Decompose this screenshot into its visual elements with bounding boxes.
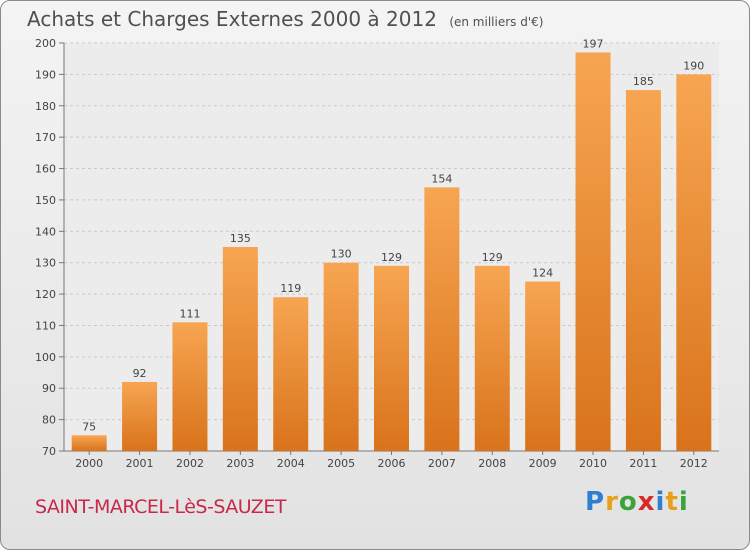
x-tick-label: 2002 xyxy=(176,457,204,470)
y-tick-label: 120 xyxy=(35,288,56,301)
y-tick-label: 90 xyxy=(42,382,56,395)
x-tick-label: 2000 xyxy=(75,457,103,470)
logo-letter: i xyxy=(678,487,689,517)
y-tick-label: 70 xyxy=(42,445,56,458)
bar-value-label: 75 xyxy=(82,420,96,433)
y-tick-label: 150 xyxy=(35,194,56,207)
x-tick-label: 2012 xyxy=(680,457,708,470)
bar-value-label: 124 xyxy=(532,267,553,280)
logo-letter: i xyxy=(655,487,666,517)
chart-title-text: Achats et Charges Externes 2000 à 2012 xyxy=(27,7,437,31)
bar xyxy=(474,265,510,451)
logo-letter: r xyxy=(605,487,619,517)
bar xyxy=(374,265,409,451)
y-tick-label: 100 xyxy=(35,351,56,364)
bar xyxy=(323,262,359,451)
x-tick-label: 2007 xyxy=(428,457,456,470)
y-tick-label: 190 xyxy=(35,68,56,81)
logo-letter: x xyxy=(637,487,656,517)
x-tick-label: 2009 xyxy=(529,457,557,470)
bar xyxy=(525,281,561,451)
bar-value-label: 111 xyxy=(179,307,200,320)
y-tick-label: 130 xyxy=(35,257,56,270)
x-tick-label: 2001 xyxy=(126,457,154,470)
bar-value-label: 154 xyxy=(431,172,452,185)
x-tick-label: 2011 xyxy=(629,457,657,470)
x-tick-label: 2006 xyxy=(378,457,406,470)
bar-value-label: 92 xyxy=(133,367,147,380)
bar-value-label: 119 xyxy=(280,282,301,295)
y-tick-label: 140 xyxy=(35,225,56,238)
y-tick-label: 200 xyxy=(35,37,56,50)
bar-value-label: 129 xyxy=(482,251,503,264)
bar xyxy=(71,435,107,451)
y-tick-label: 170 xyxy=(35,131,56,144)
logo-letter: t xyxy=(665,487,679,517)
bar xyxy=(625,90,661,452)
bar xyxy=(575,52,611,452)
bar-value-label: 135 xyxy=(230,232,251,245)
bar-value-label: 129 xyxy=(381,251,402,264)
x-tick-label: 2003 xyxy=(226,457,254,470)
bar xyxy=(222,247,258,451)
bar-value-label: 190 xyxy=(683,59,704,72)
logo-letter: P xyxy=(585,487,606,517)
x-tick-label: 2010 xyxy=(579,457,607,470)
bar xyxy=(273,297,309,451)
x-tick-label: 2005 xyxy=(327,457,355,470)
bar xyxy=(172,322,208,451)
y-tick-label: 110 xyxy=(35,319,56,332)
bar-value-label: 185 xyxy=(633,75,654,88)
bar-value-label: 197 xyxy=(583,37,604,50)
location-name: SAINT-MARCEL-LèS-SAUZET xyxy=(35,496,286,518)
bar-value-label: 130 xyxy=(331,248,352,261)
y-tick-label: 180 xyxy=(35,100,56,113)
y-tick-label: 160 xyxy=(35,163,56,176)
chart-unit-note: (en milliers d'€) xyxy=(449,15,544,29)
logo-letter: o xyxy=(618,487,638,517)
bar xyxy=(424,187,460,451)
x-tick-label: 2004 xyxy=(277,457,305,470)
bar xyxy=(122,381,158,451)
chart-title: Achats et Charges Externes 2000 à 2012 (… xyxy=(27,7,543,31)
x-tick-label: 2008 xyxy=(478,457,506,470)
proxiti-logo: Proxiti xyxy=(585,487,689,517)
bar xyxy=(676,74,712,451)
y-tick-label: 80 xyxy=(42,414,56,427)
